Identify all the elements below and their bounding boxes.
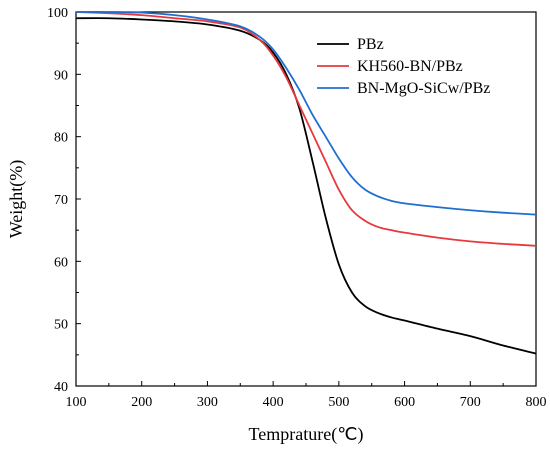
x-tick-label: 400 — [263, 395, 284, 410]
x-tick-label: 700 — [460, 395, 481, 410]
x-tick-label: 100 — [66, 395, 87, 410]
y-tick-label: 90 — [54, 68, 68, 83]
legend-label: BN-MgO-SiCw/PBz — [357, 80, 490, 97]
y-tick-label: 100 — [47, 6, 68, 21]
legend-label: PBz — [357, 36, 384, 53]
y-axis-ticks: 40 50 60 70 80 90 100 — [47, 6, 81, 395]
x-tick-label: 300 — [197, 395, 218, 410]
y-tick-label: 50 — [54, 318, 68, 333]
x-tick-label: 500 — [328, 395, 349, 410]
y-tick-label: 40 — [54, 380, 68, 395]
legend-label: KH560-BN/PBz — [357, 58, 463, 75]
y-tick-label: 70 — [54, 193, 68, 208]
series-line-3 — [75, 11, 537, 216]
y-tick-label: 60 — [54, 255, 68, 270]
y-axis-title: Weight(%) — [6, 160, 27, 239]
x-axis-ticks: 100 200 300 400 500 600 700 800 — [66, 381, 547, 410]
x-axis-title: Temprature(℃) — [249, 424, 364, 445]
x-tick-label: 800 — [526, 395, 547, 410]
plot-frame — [75, 11, 537, 387]
x-tick-label: 600 — [394, 395, 415, 410]
series-line-1 — [75, 17, 537, 355]
series-line-2 — [75, 11, 537, 247]
series-layer — [75, 11, 537, 355]
y-tick-label: 80 — [54, 131, 68, 146]
x-tick-label: 200 — [131, 395, 152, 410]
legend: PBz KH560-BN/PBz BN-MgO-SiCw/PBz — [317, 36, 490, 97]
